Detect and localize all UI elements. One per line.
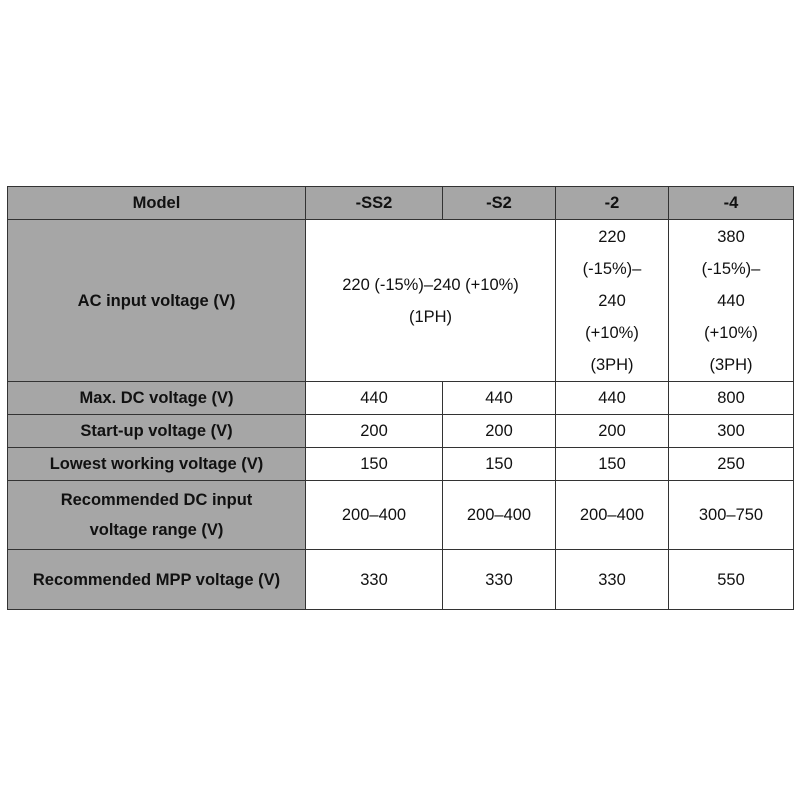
cell: 440 (442, 381, 556, 415)
table-row: AC input voltage (V) 220 (-15%)–240 (+10… (7, 219, 794, 382)
cell: 200 (555, 414, 669, 448)
table-row: Lowest working voltage (V) 150 150 150 2… (7, 447, 794, 481)
cell: 150 (305, 447, 443, 481)
table-row: Recommended DC input voltage range (V) 2… (7, 480, 794, 550)
row-label: Recommended MPP voltage (V) (7, 549, 306, 610)
cell-line: (+10%) (704, 323, 758, 342)
header-2: -2 (555, 186, 669, 220)
cell: 150 (555, 447, 669, 481)
header-model: Model (7, 186, 306, 220)
header-ss2: -SS2 (305, 186, 443, 220)
header-row: Model -SS2 -S2 -2 -4 (7, 186, 794, 220)
cell: 200–400 (442, 480, 556, 550)
cell-line: (-15%)– (582, 259, 642, 278)
cell: 330 (555, 549, 669, 610)
cell: 200–400 (305, 480, 443, 550)
cell: 200 (305, 414, 443, 448)
cell: 200–400 (555, 480, 669, 550)
table-row: Max. DC voltage (V) 440 440 440 800 (7, 381, 794, 415)
ac-input-1ph: 220 (-15%)–240 (+10%) (1PH) (305, 219, 556, 382)
table-row: Start-up voltage (V) 200 200 200 300 (7, 414, 794, 448)
row-label: Lowest working voltage (V) (7, 447, 306, 481)
cell: 300–750 (668, 480, 794, 550)
cell: 150 (442, 447, 556, 481)
cell: 250 (668, 447, 794, 481)
cell: 550 (668, 549, 794, 610)
ac-input-model-4: 380 (-15%)– 440 (+10%) (3PH) (668, 219, 794, 382)
row-label: Max. DC voltage (V) (7, 381, 306, 415)
cell-line: 220 (598, 227, 626, 246)
cell-line: (+10%) (585, 323, 639, 342)
voltage-spec-table: Model -SS2 -S2 -2 -4 AC input voltage (V… (7, 186, 794, 610)
cell: 440 (555, 381, 669, 415)
table-row: Recommended MPP voltage (V) 330 330 330 … (7, 549, 794, 610)
row-label: AC input voltage (V) (7, 219, 306, 382)
cell-line: (-15%)– (701, 259, 761, 278)
ac-input-model-2: 220 (-15%)– 240 (+10%) (3PH) (555, 219, 669, 382)
cell: 300 (668, 414, 794, 448)
cell: 440 (305, 381, 443, 415)
cell-line: 380 (717, 227, 745, 246)
cell-line: 240 (598, 291, 626, 310)
cell-line: 440 (717, 291, 745, 310)
row-label: Recommended DC input voltage range (V) (7, 480, 306, 550)
cell: 200 (442, 414, 556, 448)
header-s2: -S2 (442, 186, 556, 220)
cell: 330 (442, 549, 556, 610)
header-4: -4 (668, 186, 794, 220)
cell-line: (3PH) (709, 355, 753, 374)
cell: 800 (668, 381, 794, 415)
cell: 330 (305, 549, 443, 610)
row-label: Start-up voltage (V) (7, 414, 306, 448)
cell-line: (3PH) (590, 355, 634, 374)
